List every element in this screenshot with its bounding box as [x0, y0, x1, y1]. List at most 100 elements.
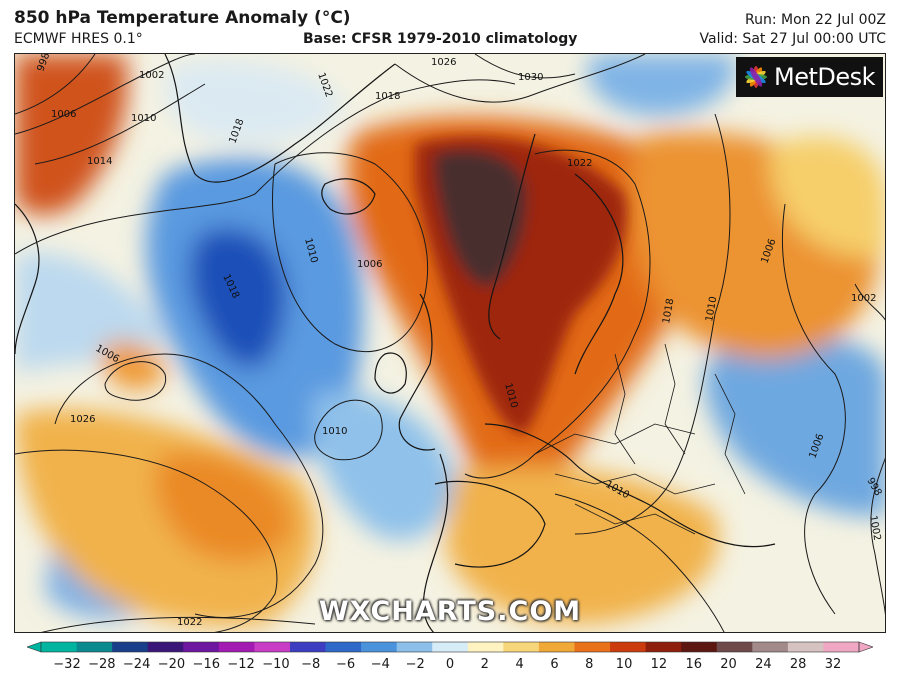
isobar-label: 1010: [704, 296, 719, 323]
color-scale-segment: [787, 642, 824, 652]
isobars: [15, 54, 885, 632]
isobar-label: 1018: [375, 91, 400, 102]
isobar-label: 1002: [867, 515, 882, 542]
border-line: [554, 473, 716, 495]
warm-anomaly-azores: [101, 341, 165, 390]
color-scale-tick-label: −20: [157, 657, 186, 672]
color-scale-tick-label: 24: [755, 657, 772, 672]
anomaly-hotspot: [415, 136, 627, 434]
color-scale-segment: [538, 642, 575, 652]
color-scale-tick-label: 12: [650, 657, 668, 672]
isobar-label: 1014: [87, 156, 112, 167]
isobar: [394, 54, 646, 103]
color-scale-bar: [27, 641, 873, 653]
color-scale-right-arrow: [858, 641, 873, 653]
isobar: [782, 203, 846, 615]
wxcharts-watermark: WXCHARTS.COM: [318, 596, 582, 627]
color-scale-segment: [112, 642, 149, 652]
color-scale-segment: [41, 642, 78, 652]
warm-anomaly-south-orange: [154, 452, 295, 562]
color-scale-segment: [254, 642, 291, 652]
color-scale-frame: [40, 641, 860, 653]
coastline-north-america: [15, 203, 40, 355]
color-scale-segment: [574, 642, 611, 652]
isobar-label: 1006: [51, 109, 76, 120]
color-scale-tick-label: −12: [227, 657, 255, 672]
cool-anomaly-north: [587, 54, 737, 116]
country-borders: [534, 343, 746, 535]
coastline-ireland: [374, 352, 407, 394]
color-scale-tick-label: −32: [53, 657, 81, 672]
metdesk-logo-icon: [745, 66, 767, 88]
isobar-label: 1026: [70, 414, 95, 425]
color-scale-tick-label: 4: [515, 657, 524, 672]
color-scale-tick-label: 0: [445, 657, 455, 672]
color-scale-segment: [432, 642, 469, 652]
isobar-label: 1010: [322, 426, 347, 437]
color-scale-left-arrow: [27, 641, 42, 653]
border-line: [664, 343, 686, 455]
color-scale-segment: [610, 642, 647, 652]
cool-anomaly-east: [704, 336, 885, 516]
metdesk-logo-text: MetDesk: [774, 63, 876, 91]
hot-anomaly-core: [434, 150, 526, 286]
cold-anomaly-core: [189, 227, 287, 368]
isobar-label: 1030: [518, 72, 543, 83]
color-scale-segment: [645, 642, 682, 652]
color-scale-segment: [289, 642, 327, 652]
color-scale-tick-label: 20: [720, 657, 737, 672]
valid-time-label: Valid: Sat 27 Jul 00:00 UTC: [699, 31, 886, 47]
color-scale-tick-label: −16: [192, 657, 220, 672]
warm-anomaly-northwest: [15, 54, 128, 215]
isobar: [104, 361, 167, 401]
color-scale-segment: [218, 642, 255, 652]
isobar-label: 1018: [661, 298, 676, 325]
isobar: [854, 283, 885, 321]
anomaly-field: [15, 54, 885, 627]
isobar-label: 1022: [567, 158, 592, 169]
isobar: [54, 353, 324, 618]
coastlines: [15, 54, 776, 632]
isobar: [34, 83, 206, 165]
cool-anomaly-iberia-sea: [313, 392, 455, 541]
color-scale-tick-label: 16: [685, 657, 702, 672]
color-scale-tick-label: −10: [262, 657, 290, 672]
color-scale-tick-label: −4: [370, 657, 390, 672]
color-scale-segment: [396, 642, 433, 652]
color-scale-tick-label: −6: [335, 657, 356, 672]
coastline-iberia: [434, 480, 546, 568]
color-scale-tick-label: −28: [88, 657, 116, 672]
isobar-label: 1026: [431, 57, 456, 68]
isobar: [314, 399, 383, 461]
border-line: [614, 353, 636, 465]
color-scale-segment: [503, 642, 540, 652]
color-scale-tick-label: 32: [824, 657, 842, 672]
color-scale-segment: [823, 642, 860, 652]
anomaly-map: 998 1006 1002 1010 1014 1018 1022 1026 1…: [14, 53, 886, 633]
isobar: [15, 449, 278, 632]
isobar-label: 1006: [357, 259, 382, 270]
color-scale-tick-label: 8: [585, 657, 594, 672]
color-scale-segment: [467, 642, 504, 652]
isobar-label: 1022: [177, 617, 202, 628]
color-scale-segment: [325, 642, 362, 652]
border-line: [714, 373, 746, 495]
coastline-scandinavia-east: [574, 173, 624, 375]
isobar: [474, 54, 576, 79]
coastline-iceland: [321, 178, 376, 215]
color-scale-tick-label: 6: [550, 657, 559, 672]
color-scale-tick-label: −2: [405, 657, 425, 672]
isobar-label: 1002: [851, 293, 876, 304]
color-scale-segment: [76, 642, 113, 652]
climatology-base-label: Base: CFSR 1979-2010 climatology: [303, 31, 578, 47]
isobar: [554, 493, 725, 632]
border-line: [574, 503, 696, 535]
color-scale-tick-label: 28: [789, 657, 807, 672]
isobar: [464, 149, 651, 479]
anomaly-map-canvas: 998 1006 1002 1010 1014 1018 1022 1026 1…: [15, 54, 885, 632]
isobar: [15, 54, 196, 135]
model-label: ECMWF HRES 0.1°: [14, 31, 143, 47]
run-time-label: Run: Mon 22 Jul 00Z: [745, 12, 886, 28]
color-scale-tick-label: 10: [615, 657, 633, 672]
map-title: 850 hPa Temperature Anomaly (°C): [14, 8, 351, 28]
